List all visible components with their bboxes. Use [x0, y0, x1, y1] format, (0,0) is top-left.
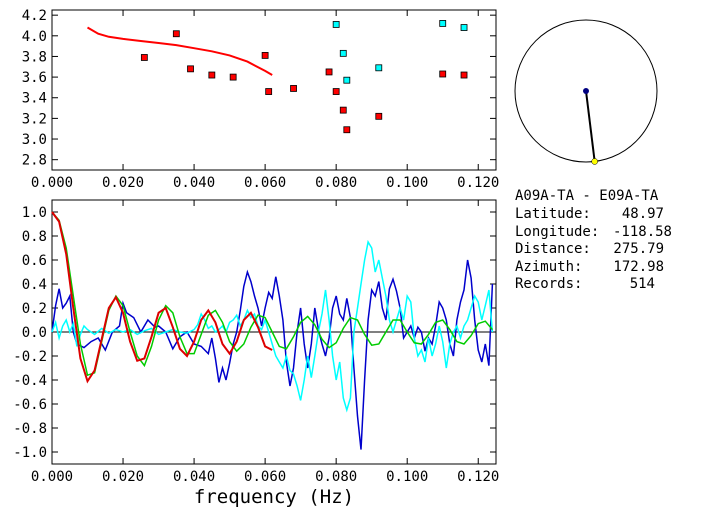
- station-pair: A09A-TA - E09A-TA: [515, 188, 659, 204]
- azimuth-compass: [514, 19, 658, 165]
- bottom-plot-marks: [51, 211, 494, 450]
- top-point: [261, 52, 269, 59]
- top-xtick-label: 0.040: [173, 175, 215, 191]
- top-point: [439, 70, 447, 78]
- bottom-xtick-label: 0.020: [102, 469, 144, 485]
- records-value: 514: [630, 276, 655, 292]
- top-point: [375, 112, 383, 120]
- top-xtick-label: 0.080: [315, 175, 357, 191]
- compass-circle: [514, 19, 658, 163]
- bottom-ytick-label: 1.0: [22, 205, 47, 221]
- bottom-xtick-label: 0.040: [173, 469, 215, 485]
- top-xtick-label: 0.000: [31, 175, 73, 191]
- top-point: [290, 85, 297, 92]
- top-point: [460, 24, 468, 31]
- azimuth-needle: [585, 90, 596, 162]
- top-point: [439, 20, 447, 27]
- top-point: [229, 73, 237, 81]
- bottom-ytick-label: -0.8: [13, 421, 47, 437]
- top-point: [325, 68, 333, 76]
- bottom-xtick-label: 0.060: [244, 469, 286, 485]
- top-point: [265, 88, 273, 95]
- top-point: [172, 30, 180, 38]
- top-point: [332, 88, 340, 95]
- station-center-dot: [583, 88, 589, 94]
- top-point: [375, 64, 383, 72]
- top-point: [332, 21, 340, 28]
- bottom-ytick-label: -0.2: [13, 349, 47, 365]
- top-plot-frame: [51, 9, 497, 171]
- bottom-ytick-label: 0.6: [22, 253, 47, 269]
- top-point: [460, 71, 468, 79]
- bottom-series-line-2: [51, 211, 493, 377]
- station-info: A09A-TA - E09A-TA Latitude: 48.97 Longit…: [515, 188, 672, 292]
- bottom-ytick-label: 0.2: [22, 301, 47, 317]
- top-ytick-label: 4.0: [22, 29, 47, 45]
- top-xtick-label: 0.060: [244, 175, 286, 191]
- bottom-ytick-label: -0.6: [13, 397, 47, 413]
- top-xtick-label: 0.100: [386, 175, 428, 191]
- bottom-series-line-3: [51, 211, 273, 384]
- phase-velocity-panel: 0.000 0.020 0.040 0.060 0.080 0.100 0.120 2.8 3.…: [22, 8, 500, 191]
- distance-value: 275.79: [613, 241, 664, 257]
- records-label: Records:: [515, 276, 582, 292]
- bottom-ytick-label: -1.0: [13, 445, 47, 461]
- top-ytick-label: 3.0: [22, 132, 47, 148]
- top-ytick-label: 3.8: [22, 49, 47, 65]
- bottom-ytick-label: 0.8: [22, 229, 47, 245]
- correlation-panel: 0.000 0.020 0.040 0.060 0.080 0.100 0.120 1.0 0.…: [13, 199, 499, 508]
- longitude-value: -118.58: [613, 224, 672, 240]
- bottom-ytick-label: 0.4: [22, 277, 47, 293]
- bottom-axes: 0.000 0.020 0.040 0.060 0.080 0.100 0.120 1.0 0.…: [13, 200, 499, 485]
- bottom-xtick-label: 0.000: [31, 469, 73, 485]
- top-series-line-2: [86, 26, 273, 76]
- latitude-value: 48.97: [622, 206, 664, 222]
- station-azimuth-dot: [591, 158, 598, 165]
- top-point: [140, 54, 148, 61]
- top-xtick-label: 0.020: [102, 175, 144, 191]
- top-ytick-label: 4.2: [22, 8, 47, 24]
- top-point: [339, 49, 347, 57]
- top-plot-marks: [86, 20, 468, 134]
- top-ytick-label: 3.6: [22, 70, 47, 86]
- top-xtick-label: 0.120: [457, 175, 499, 191]
- bottom-ytick-label: -0.4: [13, 373, 47, 389]
- top-point: [343, 76, 351, 84]
- top-axes: 0.000 0.020 0.040 0.060 0.080 0.100 0.120 2.8 3.…: [22, 8, 500, 191]
- bottom-ytick-label: 0.0: [22, 325, 47, 341]
- bottom-xtick-label: 0.100: [386, 469, 428, 485]
- top-ytick-label: 3.2: [22, 111, 47, 127]
- latitude-label: Latitude:: [515, 206, 591, 222]
- top-point: [339, 106, 347, 114]
- longitude-label: Longitude:: [515, 224, 599, 240]
- bottom-xtick-label: 0.080: [315, 469, 357, 485]
- top-point: [187, 65, 194, 73]
- top-point: [343, 126, 351, 134]
- azimuth-label: Azimuth:: [515, 259, 582, 275]
- azimuth-value: 172.98: [613, 259, 664, 275]
- bottom-xtick-label: 0.120: [457, 469, 499, 485]
- top-ytick-label: 2.8: [22, 153, 47, 169]
- top-ytick-label: 3.4: [22, 91, 47, 107]
- distance-label: Distance:: [515, 241, 591, 257]
- x-axis-title: frequency (Hz): [194, 486, 354, 508]
- top-point: [208, 71, 216, 79]
- bottom-series-line-1: [51, 239, 494, 413]
